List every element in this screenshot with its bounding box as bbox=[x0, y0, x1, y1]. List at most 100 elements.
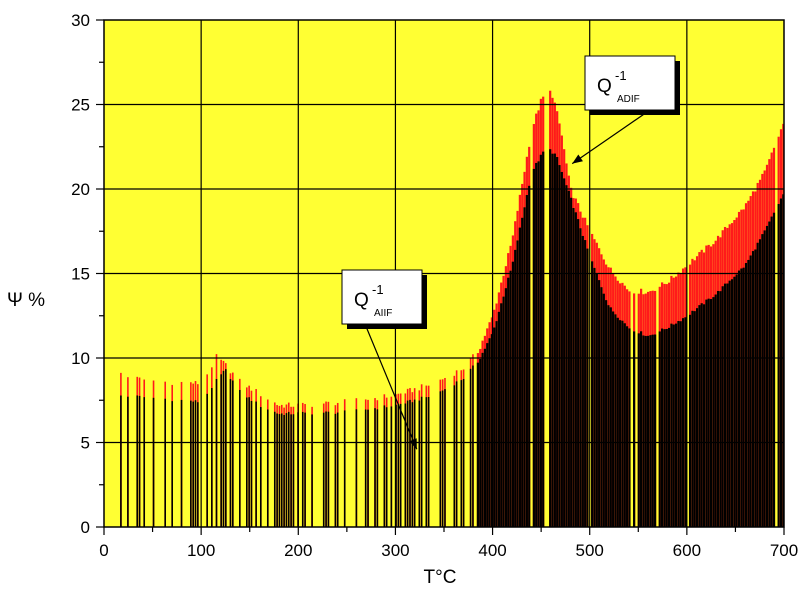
bar-inner bbox=[469, 368, 472, 527]
bar-inner bbox=[427, 397, 430, 527]
bar-inner bbox=[486, 343, 489, 527]
bar-inner bbox=[616, 317, 619, 527]
bar-inner bbox=[336, 412, 339, 527]
bar-inner bbox=[772, 212, 776, 527]
bar-inner bbox=[278, 414, 281, 527]
bar-inner bbox=[565, 185, 568, 527]
bar-inner bbox=[695, 308, 699, 527]
bar-inner bbox=[693, 311, 696, 527]
bar-inner bbox=[343, 410, 346, 527]
bar-inner bbox=[707, 298, 710, 527]
bar-inner bbox=[509, 270, 512, 527]
bar-inner bbox=[560, 171, 563, 527]
bar-inner bbox=[549, 149, 552, 528]
bar-inner bbox=[642, 335, 645, 527]
bar-inner bbox=[537, 161, 540, 527]
annotation-subscript: AIIF bbox=[374, 308, 392, 319]
y-tick-label: 5 bbox=[81, 434, 90, 453]
bar-inner bbox=[709, 299, 713, 527]
bar-inner bbox=[523, 207, 526, 527]
bar-inner bbox=[754, 249, 757, 527]
bar-inner bbox=[285, 413, 288, 527]
bar-inner bbox=[728, 280, 731, 527]
y-tick-label: 10 bbox=[71, 349, 90, 368]
bar-inner bbox=[586, 248, 589, 527]
bar-inner bbox=[716, 290, 720, 527]
bar-inner bbox=[493, 327, 496, 527]
bar-inner bbox=[628, 328, 631, 527]
bar-inner bbox=[684, 317, 687, 527]
bar-inner bbox=[483, 348, 487, 527]
y-tick-label: 25 bbox=[71, 96, 90, 115]
bar-inner bbox=[705, 299, 708, 527]
bar-inner bbox=[558, 165, 561, 527]
bar-inner bbox=[595, 273, 598, 527]
bar-inner bbox=[259, 407, 262, 527]
bar-inner bbox=[572, 207, 575, 527]
bar-inner bbox=[770, 216, 773, 527]
bar-inner bbox=[152, 397, 155, 527]
bar-inner bbox=[441, 390, 444, 527]
bar-inner bbox=[542, 151, 545, 527]
bar-inner bbox=[663, 329, 666, 527]
bar-inner bbox=[481, 352, 484, 527]
bar-inner bbox=[490, 334, 493, 527]
bar-inner bbox=[514, 249, 517, 527]
bar-inner bbox=[626, 326, 629, 527]
bar-inner bbox=[751, 251, 755, 527]
annotation-box bbox=[341, 269, 423, 325]
grid-lines bbox=[104, 20, 784, 527]
bar-inner bbox=[637, 333, 640, 527]
bar-inner bbox=[584, 240, 587, 527]
bar-inner bbox=[502, 296, 505, 527]
bar-inner bbox=[518, 227, 521, 527]
bar-inner bbox=[507, 277, 510, 527]
bar-inner bbox=[674, 323, 678, 527]
bar-inner bbox=[609, 307, 612, 527]
bar-inner bbox=[425, 397, 428, 527]
annotation-superscript: -1 bbox=[615, 68, 627, 83]
bar-inner bbox=[500, 303, 503, 527]
bar-inner bbox=[206, 393, 208, 527]
bar-inner bbox=[730, 279, 734, 527]
bar-inner bbox=[273, 411, 276, 527]
bar-inner bbox=[229, 379, 232, 527]
bar-inner bbox=[574, 212, 577, 527]
bar-inner bbox=[367, 409, 369, 527]
bar-inner bbox=[287, 411, 290, 527]
bar-inner bbox=[516, 240, 519, 527]
bar-inner bbox=[702, 304, 706, 527]
bar-inner bbox=[765, 225, 769, 528]
bar-inner bbox=[495, 321, 498, 527]
bar-inner bbox=[532, 168, 535, 527]
bar-inner bbox=[327, 411, 330, 527]
bar-inner bbox=[127, 396, 129, 527]
y-tick-label: 0 bbox=[81, 518, 90, 537]
bar-inner bbox=[525, 195, 528, 527]
bar-inner bbox=[619, 320, 622, 527]
bar-inner bbox=[591, 261, 594, 527]
bar-inner bbox=[413, 399, 416, 527]
bar-inner bbox=[455, 381, 458, 527]
bar-inner bbox=[607, 305, 610, 527]
bar-inner bbox=[737, 270, 741, 527]
bar-inner bbox=[439, 391, 442, 527]
bar-inner bbox=[472, 365, 474, 527]
bar-inner bbox=[390, 406, 393, 527]
bar-inner bbox=[355, 409, 358, 527]
bar-inner bbox=[138, 395, 141, 527]
bar-inner bbox=[406, 400, 409, 527]
bar-inner bbox=[747, 259, 750, 527]
bar-inner bbox=[190, 400, 192, 527]
y-tick-label: 20 bbox=[71, 180, 90, 199]
y-axis: 0 5 10 15 20 25 30 bbox=[71, 11, 104, 537]
bar-inner bbox=[665, 328, 668, 527]
bar-inner bbox=[504, 288, 507, 527]
x-axis-label: T°C bbox=[424, 567, 457, 588]
bar-inner bbox=[779, 198, 783, 528]
bar-inner bbox=[726, 283, 729, 527]
bar-inner bbox=[248, 397, 250, 527]
bar-inner bbox=[444, 389, 446, 527]
bar-inner bbox=[651, 334, 654, 527]
